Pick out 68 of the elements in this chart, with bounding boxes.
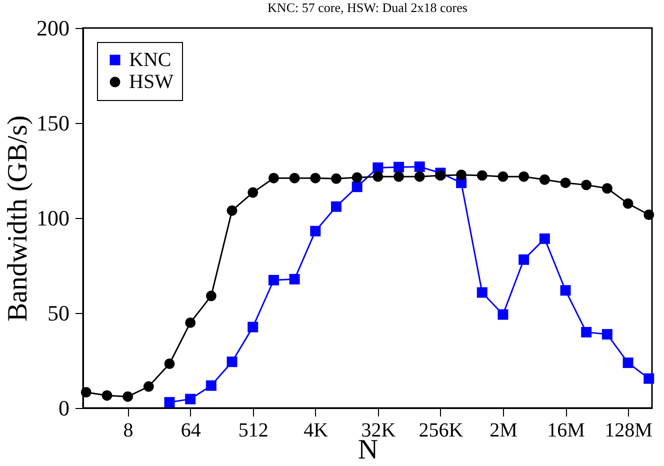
point bbox=[268, 172, 279, 184]
point bbox=[372, 162, 384, 173]
point bbox=[164, 397, 175, 408]
x-tick-label: 8 bbox=[123, 420, 134, 442]
point bbox=[518, 171, 530, 182]
y-tick-label: 100 bbox=[36, 206, 70, 230]
point bbox=[394, 171, 404, 182]
point bbox=[330, 201, 342, 212]
y-tick-label: 0 bbox=[58, 396, 70, 420]
point bbox=[414, 161, 425, 172]
chart-title: KNC: 57 core, HSW: Dual 2x18 cores bbox=[268, 0, 468, 15]
x-tick-label: 2M bbox=[490, 420, 518, 442]
point bbox=[310, 226, 321, 236]
point bbox=[352, 182, 362, 192]
legend-label: KNC bbox=[129, 49, 172, 71]
point bbox=[581, 326, 592, 338]
point bbox=[185, 317, 196, 328]
point bbox=[644, 373, 654, 384]
point bbox=[456, 170, 467, 180]
x-tick-label: 16M bbox=[547, 420, 586, 442]
point bbox=[226, 356, 238, 368]
point bbox=[518, 254, 530, 265]
point bbox=[248, 322, 258, 332]
point bbox=[622, 358, 634, 368]
x-tick-label: 512 bbox=[238, 420, 268, 442]
x-tick-label: 32K bbox=[361, 420, 396, 442]
point bbox=[560, 285, 571, 296]
point bbox=[476, 287, 488, 298]
point bbox=[581, 180, 592, 190]
y-tick-label: 150 bbox=[36, 110, 70, 136]
point bbox=[185, 394, 196, 404]
x-tick-label: 128M bbox=[604, 420, 653, 442]
point bbox=[644, 210, 654, 220]
point bbox=[476, 170, 488, 181]
legend-label: HSW bbox=[129, 71, 174, 93]
point bbox=[498, 309, 508, 320]
x-tick-label: 4K bbox=[304, 420, 329, 442]
point bbox=[622, 198, 634, 209]
point bbox=[80, 386, 92, 398]
point bbox=[435, 170, 446, 181]
y-axis-title: Bandwidth (GB/s) bbox=[2, 115, 34, 322]
point bbox=[102, 390, 112, 401]
y-tick-label: 200 bbox=[36, 16, 70, 40]
y-tick-label: 50 bbox=[48, 300, 70, 326]
point bbox=[310, 172, 321, 184]
point bbox=[372, 171, 384, 182]
point bbox=[352, 172, 362, 183]
point bbox=[602, 183, 612, 194]
point bbox=[289, 274, 300, 284]
point bbox=[206, 380, 216, 391]
point bbox=[498, 171, 508, 182]
point bbox=[560, 178, 571, 188]
point bbox=[330, 173, 342, 184]
x-tick-label: 64 bbox=[180, 420, 201, 442]
point bbox=[143, 381, 154, 392]
point bbox=[268, 274, 279, 286]
point bbox=[164, 358, 175, 369]
point bbox=[206, 290, 216, 302]
point bbox=[394, 162, 404, 172]
x-tick-label: 256K bbox=[418, 420, 464, 442]
point bbox=[248, 187, 258, 198]
point bbox=[289, 172, 300, 184]
point bbox=[122, 391, 134, 402]
point bbox=[226, 205, 238, 216]
point bbox=[539, 233, 550, 244]
point bbox=[602, 329, 612, 340]
point bbox=[539, 174, 550, 185]
point bbox=[414, 171, 425, 182]
